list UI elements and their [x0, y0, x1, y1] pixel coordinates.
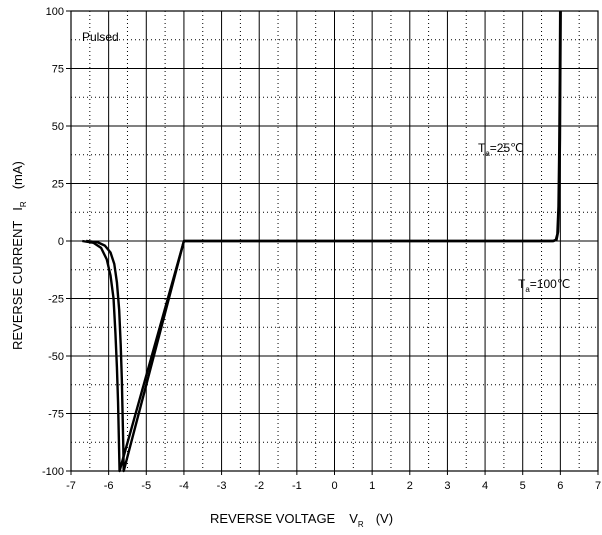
- y-axis-unit: (mA): [10, 161, 25, 189]
- ta-100c-sub: a: [525, 285, 530, 294]
- ta-25c-sub: a: [485, 149, 490, 158]
- x-tick-label: -4: [179, 480, 189, 492]
- x-tick-label: 4: [482, 480, 488, 492]
- x-tick-label: 1: [369, 480, 375, 492]
- plot-frame: [70, 10, 599, 472]
- x-tick-label: -5: [141, 480, 151, 492]
- x-tick-label: 5: [520, 480, 526, 492]
- y-tick-label: -25: [48, 294, 64, 306]
- tick-labels: -7 -6 -5 -4 -3 -2 -1 0 1 2 3 4 5 6 7 100 75 50 25 0 -25 -50 -7…: [42, 6, 601, 492]
- x-axis-unit: (V): [376, 511, 393, 526]
- x-tick-label: 3: [444, 480, 450, 492]
- series-line-2: [82, 10, 562, 473]
- ta-25c-pre: T: [478, 141, 486, 155]
- y-tick-label: -50: [48, 351, 64, 363]
- y-axis-label: REVERSE CURRENT IR (mA): [10, 161, 28, 350]
- ta-100c-pre: T: [518, 277, 526, 291]
- y-tick-label: -100: [42, 466, 64, 478]
- y-tick-label: 0: [58, 236, 64, 248]
- x-tick-label: 6: [557, 480, 563, 492]
- x-tick-label: 2: [407, 480, 413, 492]
- y-tick-label: 50: [52, 121, 64, 133]
- x-tick-label: -2: [254, 480, 264, 492]
- x-tick-label: -1: [292, 480, 302, 492]
- ta-25c-annotation: Ta=25℃: [478, 141, 524, 158]
- y-axis-main: REVERSE CURRENT: [10, 221, 25, 350]
- ta-100c-post: =100℃: [530, 277, 571, 291]
- y-tick-label: 75: [52, 64, 64, 76]
- x-tick-label: 7: [595, 480, 601, 492]
- x-tick-label: -6: [104, 480, 114, 492]
- pulsed-annotation: Pulsed: [82, 30, 119, 44]
- x-axis-symbol: V: [349, 511, 358, 526]
- x-tick-label: 0: [331, 480, 337, 492]
- ta-25c-post: =25℃: [490, 141, 524, 155]
- y-tick-label: -75: [48, 409, 64, 421]
- y-tick-label: 25: [52, 179, 64, 191]
- y-tick-label: 100: [46, 6, 64, 18]
- x-axis-main: REVERSE VOLTAGE: [210, 511, 336, 526]
- x-axis-sub: R: [358, 520, 364, 529]
- ta-100c-annotation: Ta=100℃: [518, 277, 570, 294]
- series-layer: [82, 10, 562, 473]
- y-axis-symbol: I: [10, 207, 25, 211]
- x-axis-label: REVERSE VOLTAGE VR (V): [210, 511, 393, 529]
- grid: [66, 10, 599, 475]
- x-tick-label: -7: [66, 480, 76, 492]
- y-axis-sub: R: [19, 201, 28, 207]
- x-tick-label: -3: [217, 480, 227, 492]
